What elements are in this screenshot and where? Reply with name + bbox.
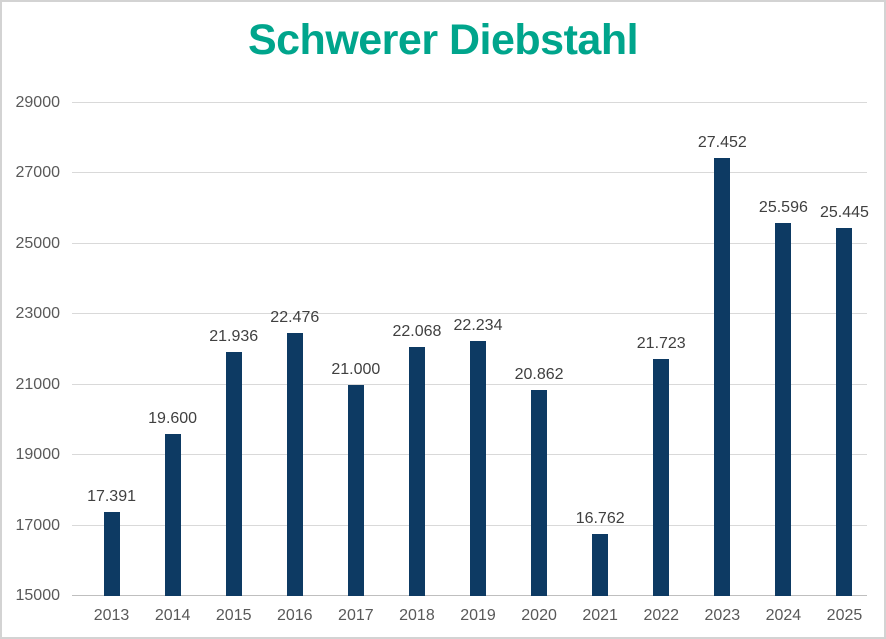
bar-value-label: 21.000 (331, 360, 381, 378)
bar-slot: 21.723 (631, 103, 692, 596)
x-axis-line (72, 595, 867, 596)
x-tick-label: 2015 (215, 607, 252, 624)
y-axis-labels: 15000 17000 19000 21000 23000 25000 27000 29000 (2, 95, 61, 604)
y-tick-label: 29000 (15, 94, 61, 111)
bar-value-label: 22.234 (453, 317, 503, 335)
x-tick-label: 2021 (582, 607, 618, 624)
bar (775, 222, 792, 596)
y-tick-label: 25000 (15, 234, 61, 252)
bar (408, 347, 425, 596)
grid-line (72, 454, 867, 456)
bar-slot: 22.234 (447, 103, 508, 596)
bar (286, 332, 303, 596)
bar-slot: 22.068 (386, 103, 447, 596)
x-tick-label: 2019 (460, 607, 496, 624)
x-tick-label: 2020 (521, 607, 557, 624)
y-tick-label: 23000 (15, 305, 61, 323)
grid-line (72, 242, 867, 244)
y-tick-label: 27000 (15, 164, 61, 182)
bar-slot: 25.596 (753, 103, 814, 596)
bar-slot: 21.000 (325, 103, 386, 596)
grid-line (72, 313, 867, 315)
bar-value-label: 22.068 (392, 323, 442, 341)
x-tick-label: 2013 (93, 607, 130, 624)
grid-line (72, 102, 867, 103)
y-tick-label: 17000 (15, 516, 61, 534)
bar-slot: 16.762 (570, 103, 631, 596)
bar-value-label: 20.862 (514, 365, 564, 383)
bar-value-label: 16.762 (575, 509, 625, 527)
bar (836, 228, 853, 596)
chart-title: Schwerer Diebstahl (247, 16, 639, 64)
grid-line (72, 383, 867, 385)
bar (592, 533, 609, 596)
y-tick-label: 15000 (15, 587, 61, 604)
x-tick-label: 2022 (643, 607, 680, 624)
x-tick-label: 2017 (338, 607, 374, 624)
bar (531, 389, 548, 596)
y-tick-label: 21000 (15, 375, 61, 393)
bar (653, 359, 670, 596)
bar-slot: 25.445 (814, 103, 875, 596)
bar (347, 384, 364, 596)
x-tick-label: 2016 (276, 607, 313, 624)
bar-value-label: 21.723 (636, 335, 686, 353)
bar-slot: 21.936 (203, 103, 264, 596)
grid-line (72, 524, 867, 526)
bar-value-label: 25.445 (820, 204, 869, 222)
bar-value-label: 25.596 (758, 198, 808, 216)
bar-value-label: 17.391 (87, 487, 136, 505)
x-tick-label: 2025 (826, 607, 863, 624)
bar (164, 434, 181, 596)
x-tick-label: 2018 (399, 607, 435, 624)
bar (103, 511, 120, 596)
x-axis-labels: 2013 2014 2015 2016 2017 2018 2019 2020 2021 2022… (81, 607, 875, 625)
x-tick-label: 2023 (704, 607, 741, 624)
bar-value-label: 19.600 (148, 410, 198, 428)
x-tick-label: 2014 (154, 607, 191, 624)
bar (225, 351, 242, 596)
bar-value-label: 27.452 (697, 133, 747, 151)
bar (714, 157, 731, 596)
bar-slot: 22.476 (264, 103, 325, 596)
x-tick-label: 2024 (765, 607, 802, 624)
y-tick-label: 19000 (15, 446, 61, 464)
bar-slot: 27.452 (692, 103, 753, 596)
plot-area (72, 102, 867, 596)
bar-series: 17.391 19.600 21.936 22.476 21.000 22.068 22.2… (81, 103, 875, 596)
bar (470, 341, 486, 596)
grid-line (72, 172, 867, 174)
bar-slot: 20.862 (509, 103, 570, 596)
bar-value-label: 22.476 (270, 308, 320, 326)
bar-slot: 17.391 (81, 103, 142, 596)
bar-value-label: 21.936 (209, 327, 259, 345)
bar-slot: 19.600 (142, 103, 203, 596)
